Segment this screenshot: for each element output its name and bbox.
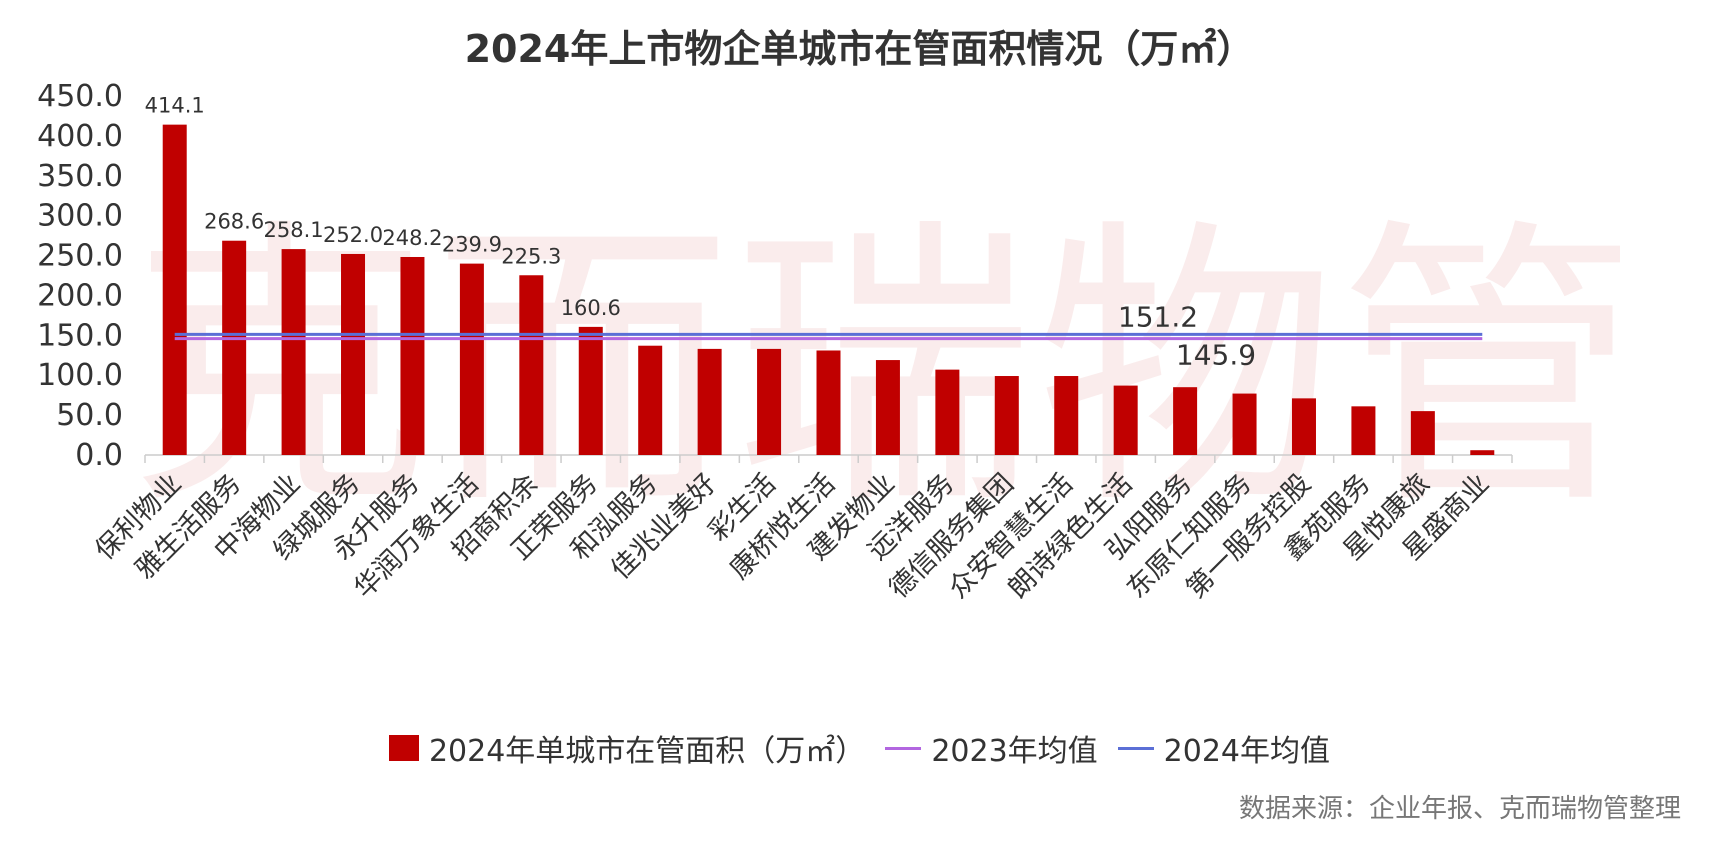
- data-label: 414.1: [145, 94, 205, 118]
- bar: [638, 345, 663, 455]
- y-tick-label: 350.0: [37, 159, 123, 194]
- legend-bar-label: 2024年单城市在管面积（万㎡）: [428, 734, 866, 769]
- legend-item-bar: 2024年单城市在管面积（万㎡）: [388, 726, 866, 770]
- y-tick-label: 400.0: [37, 119, 123, 154]
- y-tick-label: 50.0: [56, 398, 123, 433]
- legend-item-2024: 2024年均值: [1117, 726, 1331, 770]
- legend-item-2023: 2023年均值: [885, 726, 1098, 770]
- bar: [875, 360, 900, 455]
- bar: [1054, 376, 1079, 455]
- bar: [519, 275, 544, 455]
- bar: [459, 263, 484, 455]
- bar: [162, 124, 187, 455]
- data-label: 248.2: [382, 226, 442, 250]
- bar: [1470, 450, 1495, 455]
- bar: [400, 256, 425, 455]
- bar: [1291, 398, 1316, 455]
- bar: [281, 249, 306, 455]
- bar: [816, 350, 841, 455]
- y-tick-label: 100.0: [37, 358, 123, 393]
- legend-2024-label: 2024年均值: [1163, 734, 1331, 769]
- source-note: 数据来源：企业年报、克而瑞物管整理: [1238, 794, 1681, 824]
- bar: [222, 240, 247, 455]
- bar: [757, 348, 782, 455]
- legend: 2024年单城市在管面积（万㎡） 2023年均值 2024年均值: [0, 726, 1719, 770]
- y-tick-label: 200.0: [37, 278, 123, 313]
- bar: [1410, 411, 1435, 455]
- legend-2023-label: 2023年均值: [931, 734, 1098, 769]
- legend-2023-swatch: [885, 746, 922, 750]
- data-label: 252.0: [323, 223, 383, 247]
- data-label: 258.1: [264, 218, 324, 242]
- avg-label-2023: 145.9: [1176, 339, 1256, 372]
- data-label: 268.6: [204, 210, 264, 234]
- y-tick-label: 0.0: [75, 438, 123, 473]
- bar: [578, 326, 603, 455]
- data-label: 160.6: [561, 296, 621, 320]
- bar: [1173, 387, 1198, 455]
- bar: [1113, 385, 1138, 455]
- bar: [1232, 393, 1257, 455]
- y-tick-label: 450.0: [37, 79, 123, 114]
- y-tick-label: 300.0: [37, 199, 123, 234]
- legend-bar-swatch: [388, 735, 419, 761]
- y-tick-label: 250.0: [37, 239, 123, 274]
- avg-label-2024: 151.2: [1118, 300, 1198, 333]
- y-tick-label: 150.0: [37, 318, 123, 353]
- bar: [994, 376, 1019, 455]
- bar: [341, 253, 366, 455]
- chart-title: 2024年上市物企单城市在管面积情况（万㎡）: [464, 27, 1255, 71]
- data-label: 239.9: [442, 233, 502, 257]
- bar: [935, 369, 960, 455]
- legend-2024-swatch: [1117, 746, 1154, 750]
- data-label: 225.3: [501, 244, 561, 268]
- bar: [697, 348, 722, 455]
- bar: [1351, 406, 1376, 455]
